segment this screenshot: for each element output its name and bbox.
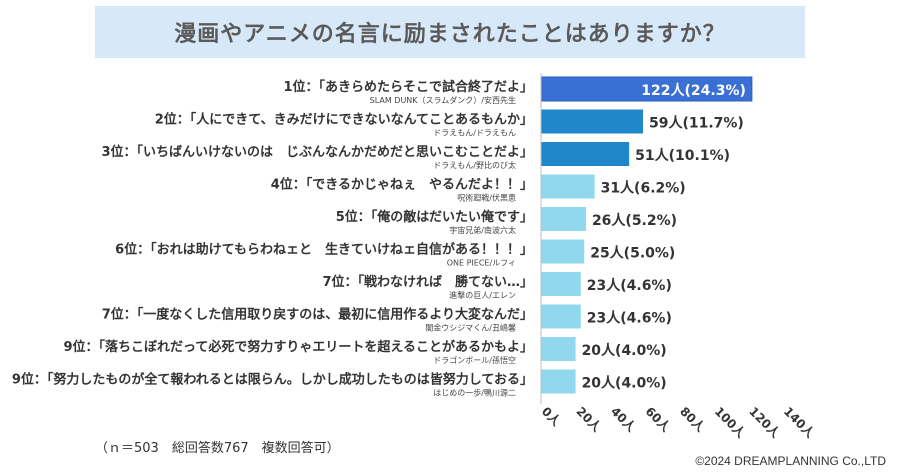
- chart-title: 漫画やアニメの名言に励まされたことはありますか？: [174, 22, 726, 47]
- bar: [541, 272, 581, 296]
- source-label: 進撃の巨人/エレン: [449, 290, 516, 300]
- data-label: 51人(10.1%): [635, 147, 730, 164]
- category-label: 2位：「人にできて、きみだけにできないなんてことあるもんか」: [155, 112, 533, 128]
- tick-label: 20人: [573, 404, 605, 436]
- source-label: 宇宙兄弟/南波六太: [449, 225, 516, 235]
- category-label: 7位：「一度なくした信用取り戻すのは、最初に信用作るより大変なんだ」: [102, 307, 533, 323]
- category-label: 9位：「落ちこぼれだって必死で努力すりゃエリートを超えることがあるかもよ」: [63, 339, 533, 355]
- category-label: 9位：「努力したものが全て報われるとは限らん。しかし成功したものは皆努力しておる…: [12, 372, 533, 388]
- data-label: 59人(11.7%): [649, 115, 744, 132]
- title-band: 漫画やアニメの名言に励まされたことはありますか？: [95, 6, 805, 58]
- bar: [541, 109, 643, 134]
- data-label: 31人(6.2%): [601, 180, 686, 197]
- source-label: ドラえもん/ドラえもん: [433, 129, 516, 138]
- data-label: 25人(5.0%): [590, 245, 675, 262]
- source-label: ONE PIECE/ルフィ: [447, 259, 516, 268]
- source-label: はじめの一歩/鴨川源二: [433, 388, 516, 398]
- bar: [541, 207, 586, 231]
- bar: [541, 369, 576, 394]
- tick-label: 80人: [677, 404, 709, 436]
- category-label: 3位：「いちばんいけないのは じぶんなんかだめだと思いこむことだよ」: [101, 144, 533, 160]
- tick-label: 100人: [712, 404, 750, 442]
- bar: [541, 337, 576, 361]
- bar: [541, 174, 595, 199]
- category-label: 1位：「あきらめたらそこで試合終了だよ」: [283, 79, 533, 95]
- source-label: ドラゴンボール/孫悟空: [433, 355, 516, 365]
- source-label: SLAM DUNK（スラムダンク）/安西先生: [370, 95, 516, 105]
- tick-label: 60人: [643, 404, 675, 436]
- source-label: 呪術廻戦/伏黒恵: [457, 193, 516, 203]
- data-label: 122人(24.3%): [641, 82, 746, 99]
- sample-note: （ｎ＝503 総回答数767 複数回答可）: [95, 441, 340, 456]
- tick-label: 0人: [539, 404, 565, 430]
- bar: [541, 239, 585, 264]
- copyright-text: ©2024 DREAMPLANNING Co.,LTD: [695, 454, 886, 468]
- category-label: 6位：「おれは助けてもらわねェと 生きていけねェ自信がある！！！」: [115, 242, 533, 258]
- bar: [541, 142, 630, 166]
- bar: [541, 304, 581, 329]
- source-label: ドラえもん/野比のび太: [433, 160, 516, 170]
- tick-label: 140人: [781, 404, 819, 442]
- category-label: 5位：「俺の敵はだいたい俺です」: [336, 209, 533, 225]
- data-label: 26人(5.2%): [592, 212, 677, 229]
- data-label: 20人(4.0%): [582, 342, 667, 359]
- data-label: 23人(4.6%): [587, 310, 672, 327]
- tick-label: 40人: [608, 404, 640, 436]
- category-label: 7位：「戦わなければ 勝てない…」: [322, 274, 533, 290]
- category-label: 4位：「できるかじゃねぇ やるんだよ！！」: [271, 177, 533, 193]
- bar: [540, 76, 753, 102]
- tick-label: 120人: [746, 404, 784, 442]
- data-label: 20人(4.0%): [582, 375, 667, 392]
- source-label: 闇金ウシジマくん/丑嶋馨: [425, 323, 516, 333]
- data-label: 23人(4.6%): [587, 277, 672, 294]
